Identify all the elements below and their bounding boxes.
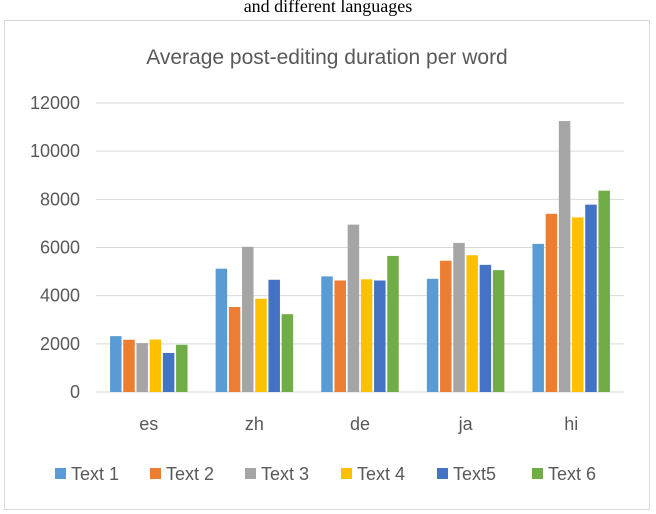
- y-tick-label: 8000: [40, 189, 80, 209]
- legend-swatch: [532, 468, 543, 479]
- x-tick-label: zh: [245, 414, 264, 434]
- y-axis-ticks: 0 2000 4000 6000 8000 10000 12000: [30, 93, 80, 402]
- bar: [334, 280, 346, 392]
- y-tick-label: 10000: [30, 141, 80, 161]
- bar: [598, 190, 610, 392]
- legend-label: Text 3: [261, 464, 309, 484]
- legend: Text 1 Text 2 Text 3 Text 4 Text5 Text 6: [55, 464, 596, 484]
- legend-swatch: [245, 468, 256, 479]
- bar: [242, 246, 254, 392]
- bar: [558, 121, 571, 392]
- bar: [492, 270, 505, 392]
- legend-label: Text 1: [71, 464, 119, 484]
- bar: [268, 279, 280, 392]
- bar: [228, 306, 241, 392]
- bar: [374, 280, 386, 392]
- bar: [255, 298, 267, 392]
- bar: [123, 339, 135, 392]
- bar: [110, 336, 122, 392]
- bar: [466, 255, 478, 392]
- bar: [347, 224, 360, 392]
- gridlines: [96, 102, 624, 393]
- legend-swatch: [341, 468, 352, 479]
- bar: [585, 204, 597, 392]
- bar: [149, 339, 162, 392]
- bar: [532, 243, 544, 392]
- legend-label: Text 4: [357, 464, 405, 484]
- bar: [440, 260, 452, 392]
- y-tick-label: 4000: [40, 286, 80, 306]
- bar: [136, 343, 148, 392]
- bar: [426, 278, 439, 392]
- legend-swatch: [437, 468, 448, 479]
- bar: [162, 352, 175, 392]
- x-tick-label: es: [139, 414, 158, 434]
- bar: [321, 276, 333, 392]
- bar: [176, 344, 188, 392]
- y-tick-label: 12000: [30, 93, 80, 113]
- caption-fragment: and different languages: [243, 0, 413, 16]
- x-tick-label: hi: [564, 414, 578, 434]
- bar: [572, 217, 584, 392]
- bars: [110, 121, 610, 392]
- y-tick-label: 0: [70, 382, 80, 402]
- chart-title: Average post-editing duration per word: [146, 46, 508, 69]
- bar: [545, 213, 558, 392]
- x-tick-label: ja: [458, 414, 474, 434]
- y-tick-label: 6000: [40, 238, 80, 258]
- legend-label: Text 2: [166, 464, 214, 484]
- x-tick-label: de: [350, 414, 370, 434]
- bar: [281, 314, 294, 392]
- legend-label: Text5: [453, 464, 496, 484]
- legend-label: Text 6: [548, 464, 596, 484]
- x-axis-ticks: es zh de ja hi: [139, 414, 578, 434]
- bar: [453, 242, 465, 392]
- bar: [479, 264, 492, 392]
- legend-swatch: [150, 468, 161, 479]
- y-tick-label: 2000: [40, 334, 80, 354]
- bar: [215, 268, 228, 392]
- legend-swatch: [55, 468, 66, 479]
- bar: [360, 279, 373, 392]
- bar: [387, 255, 399, 392]
